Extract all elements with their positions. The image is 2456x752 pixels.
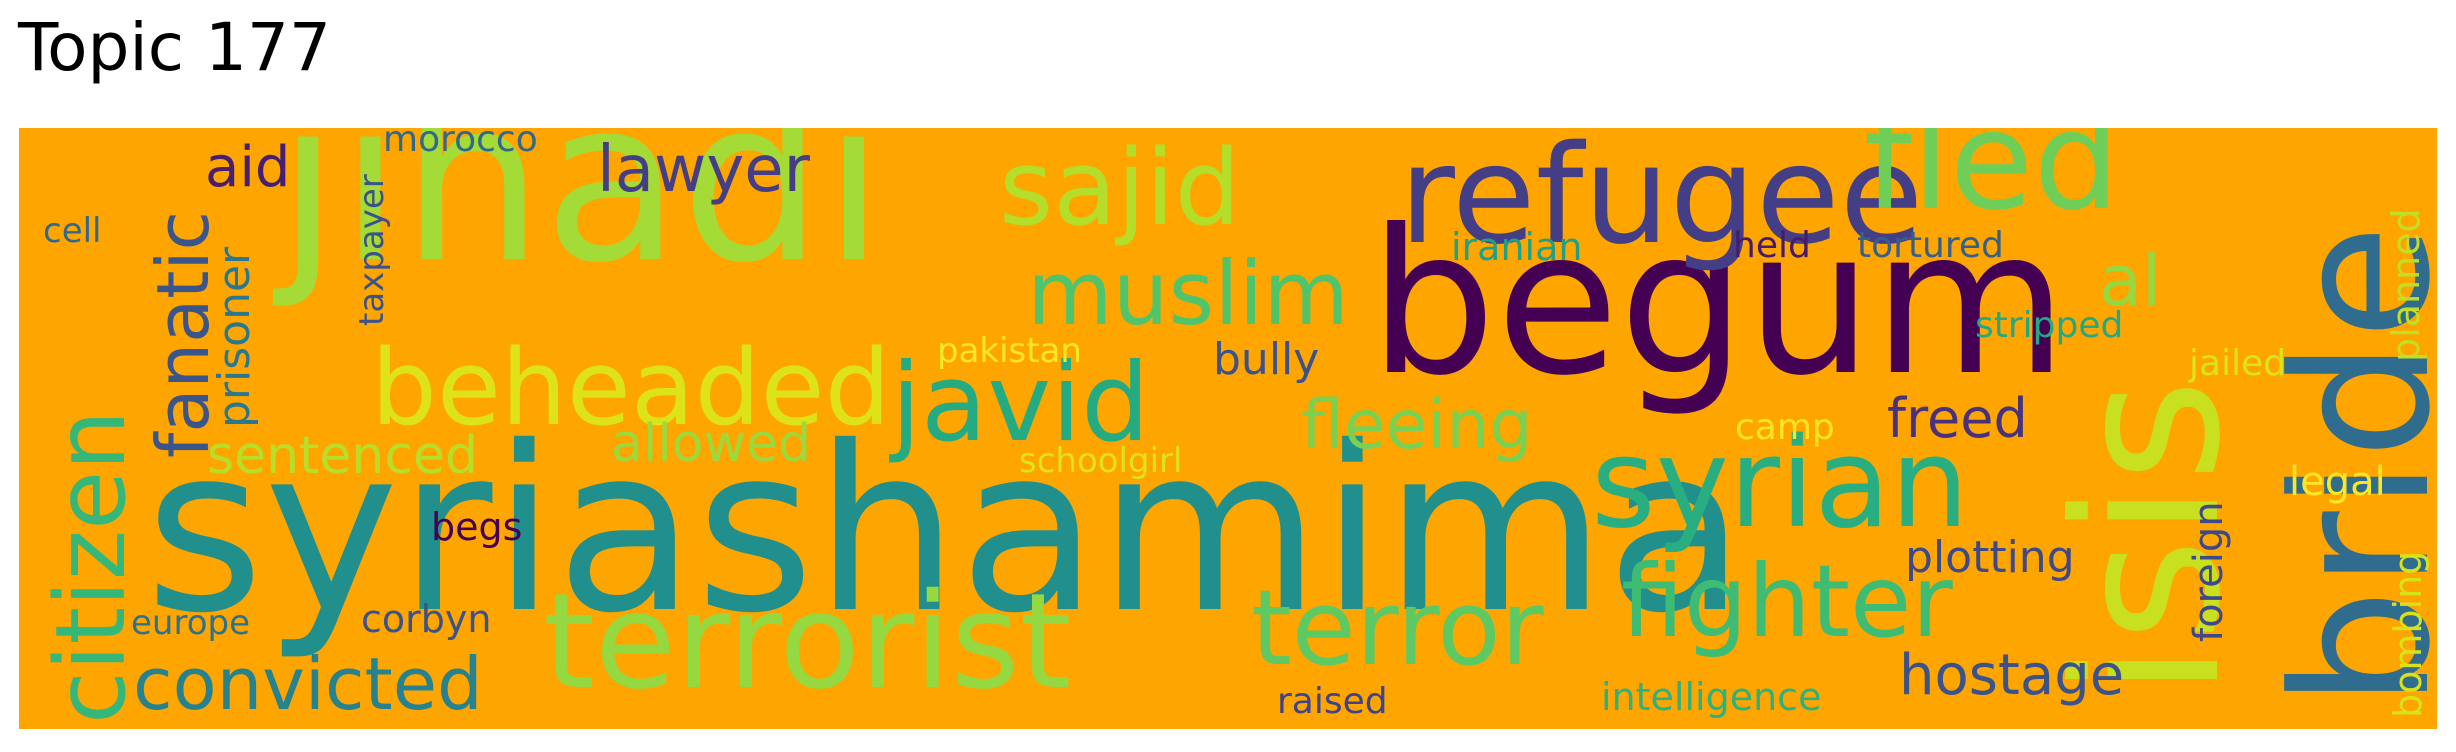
cloud-word-schoolgirl: schoolgirl: [1019, 441, 1183, 481]
cloud-word-europe: europe: [131, 603, 250, 643]
cloud-word-fighter: fighter: [1621, 543, 1953, 660]
cloud-word-allowed: allowed: [611, 414, 812, 474]
cloud-word-begs: begs: [431, 505, 523, 549]
cloud-word-pakistan: pakistan: [937, 331, 1082, 371]
cloud-word-javid: javid: [891, 341, 1150, 466]
page-title: Topic 177: [18, 9, 331, 86]
cloud-word-planned: planned: [2384, 208, 2428, 362]
cloud-word-fleeing: fleeing: [1301, 386, 1533, 465]
cloud-word-plotting: plotting: [1905, 532, 2075, 583]
cloud-word-legal: legal: [2289, 459, 2386, 505]
cloud-word-aid: aid: [205, 135, 291, 200]
cloud-word-citizen: citizen: [35, 409, 147, 724]
cloud-word-morocco: morocco: [383, 128, 538, 160]
cloud-word-intelligence: intelligence: [1601, 675, 1822, 719]
cloud-word-terror: terror: [1251, 567, 1544, 689]
cloud-word-taxpayer: taxpayer: [352, 174, 392, 326]
cloud-word-sajid: sajid: [999, 128, 1241, 249]
cloud-word-terrorist: terrorist: [543, 565, 1072, 719]
cloud-word-bully: bully: [1213, 334, 1320, 385]
cloud-word-cell: cell: [43, 211, 102, 251]
cloud-word-syriashamima: syriashamima: [145, 397, 1746, 663]
cloud-word-prisoner: prisoner: [209, 246, 260, 428]
cloud-word-held: held: [1733, 225, 1811, 266]
cloud-word-sentenced: sentenced: [207, 426, 478, 486]
cloud-word-muslim: muslim: [1027, 242, 1349, 345]
cloud-word-refugee: refugee: [1399, 128, 1924, 275]
cloud-word-corbyn: corbyn: [361, 597, 492, 641]
cloud-word-beheaded: beheaded: [371, 327, 891, 449]
cloud-word-tortured: tortured: [1857, 225, 2004, 266]
cloud-word-camp: camp: [1735, 407, 1835, 448]
cloud-word-al: al: [2099, 240, 2162, 322]
cloud-word-bombing: bombing: [2386, 550, 2430, 718]
cloud-word-jihadi: jihadi: [277, 128, 886, 312]
cloud-word-stripped: stripped: [1975, 305, 2124, 346]
cloud-word-jailed: jailed: [2189, 343, 2287, 384]
cloud-word-iranian: iranian: [1451, 225, 1583, 269]
cloud-word-syrian: syrian: [1591, 412, 1969, 556]
cloud-word-freed: freed: [1887, 387, 2028, 450]
cloud-word-fled: fled: [1864, 128, 2120, 241]
word-cloud: syriashamima begum jihadi isis bride refugee f…: [19, 128, 2437, 729]
cloud-word-lawyer: lawyer: [597, 133, 810, 207]
cloud-word-begum: begum: [1369, 187, 2068, 420]
cloud-word-foreign: foreign: [2186, 501, 2232, 642]
cloud-word-convicted: convicted: [133, 642, 483, 726]
cloud-word-raised: raised: [1277, 681, 1388, 722]
cloud-word-hostage: hostage: [1899, 643, 2125, 708]
